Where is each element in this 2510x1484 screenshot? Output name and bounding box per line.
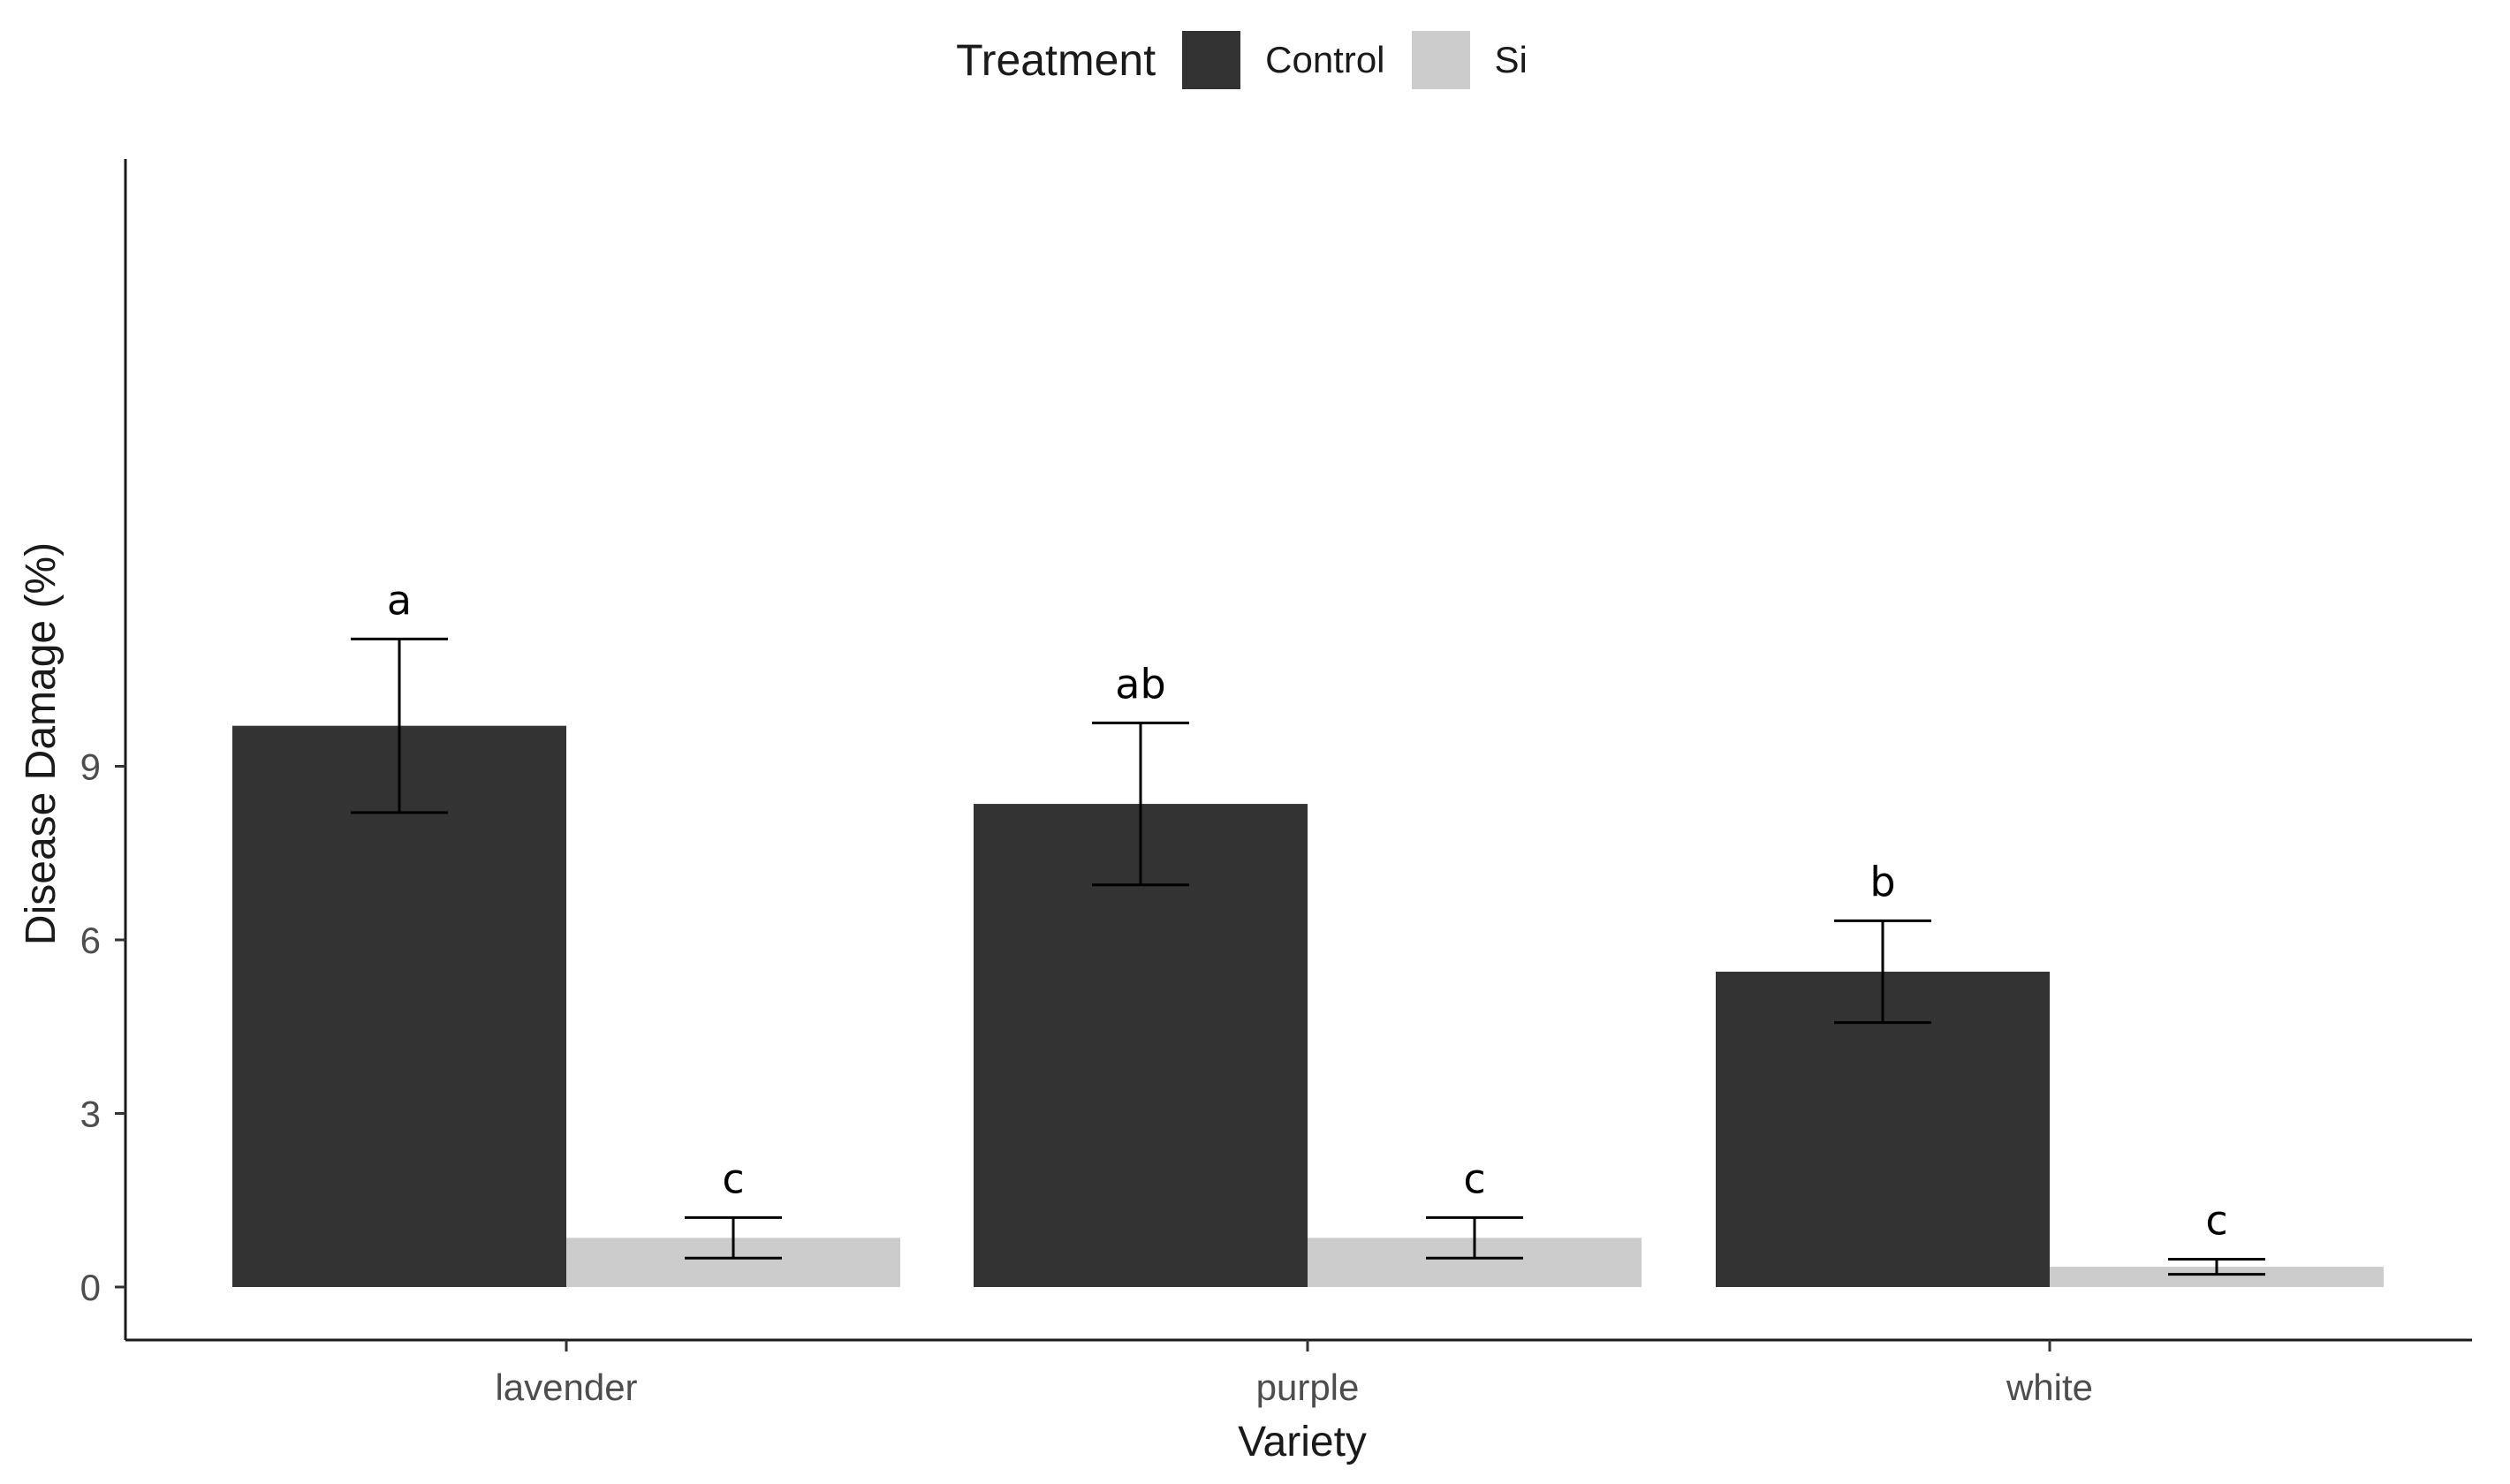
significance-label: b <box>1869 858 1895 905</box>
x-ticks: lavender purple white <box>495 1340 2093 1408</box>
significance-label: c <box>722 1155 744 1202</box>
x-tick-label: lavender <box>495 1367 637 1408</box>
legend-swatch-control <box>1182 31 1241 89</box>
legend-label-control: Control <box>1265 39 1385 80</box>
y-tick-label: 9 <box>80 746 101 788</box>
y-tick-label: 3 <box>80 1094 101 1135</box>
x-axis-title: Variety <box>1238 1419 1367 1465</box>
x-tick-label: white <box>2006 1367 2093 1408</box>
y-axis-title: Disease Damage (%) <box>18 542 64 945</box>
y-ticks: 0 3 6 9 <box>80 746 125 1308</box>
legend-item-control: Control <box>1182 31 1385 89</box>
legend-title: Treatment <box>956 35 1156 85</box>
legend: Treatment Control Si <box>0 25 2510 95</box>
significance-label: ab <box>1115 660 1165 708</box>
significance-label: c <box>1463 1155 1485 1202</box>
legend-swatch-si <box>1411 31 1470 89</box>
significance-label: a <box>387 576 412 624</box>
significance-label: c <box>2205 1197 2227 1245</box>
legend-label-si: Si <box>1494 39 1528 80</box>
plot-layer: a ab b c c c <box>232 576 2384 1287</box>
x-tick-label: purple <box>1256 1367 1360 1408</box>
y-tick-label: 6 <box>80 920 101 961</box>
bar-control <box>232 725 566 1287</box>
bar-control <box>1716 972 2050 1287</box>
legend-item-si: Si <box>1411 31 1528 89</box>
y-tick-label: 0 <box>80 1267 101 1308</box>
bar-si <box>2050 1267 2384 1287</box>
